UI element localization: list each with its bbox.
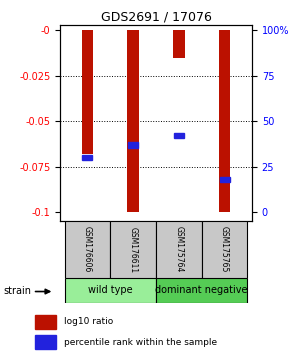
Bar (128, 30, 139, 212)
FancyBboxPatch shape (156, 221, 202, 278)
Text: GSM176606: GSM176606 (83, 226, 92, 273)
Bar (82, 30, 93, 154)
FancyBboxPatch shape (110, 221, 156, 278)
FancyBboxPatch shape (202, 221, 248, 278)
Bar (128, 142, 138, 148)
FancyBboxPatch shape (156, 278, 248, 303)
FancyBboxPatch shape (64, 221, 110, 278)
Bar (174, 133, 184, 138)
Text: GSM175765: GSM175765 (220, 226, 229, 273)
FancyBboxPatch shape (64, 278, 156, 303)
Bar (82, 155, 92, 160)
Text: GSM175764: GSM175764 (174, 226, 183, 273)
Text: strain: strain (3, 286, 31, 296)
Bar (35, 315, 56, 329)
Text: dominant negative: dominant negative (155, 285, 248, 295)
Bar (220, 177, 230, 182)
Bar (173, 30, 184, 57)
Title: GDS2691 / 17076: GDS2691 / 17076 (100, 11, 212, 24)
Bar (35, 335, 56, 349)
Text: GSM176611: GSM176611 (129, 227, 138, 273)
Text: percentile rank within the sample: percentile rank within the sample (64, 338, 218, 347)
Text: log10 ratio: log10 ratio (64, 317, 114, 326)
Text: wild type: wild type (88, 285, 133, 295)
Bar (219, 30, 230, 212)
